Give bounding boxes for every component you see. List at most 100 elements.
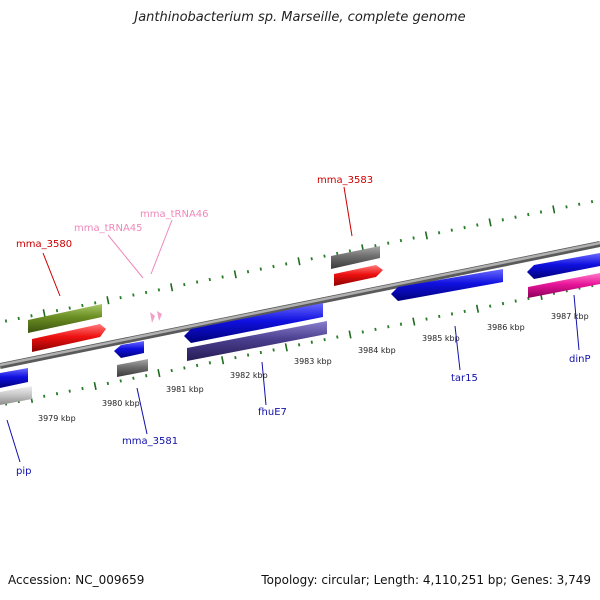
scale-label-3982: 3982 kbp	[230, 371, 268, 380]
minor-tick	[157, 288, 161, 292]
feature-pip[interactable]	[0, 386, 32, 405]
minor-tick	[578, 202, 581, 206]
feature-dinp[interactable]	[527, 253, 600, 279]
minor-tick	[183, 283, 186, 287]
label-fhue7[interactable]: fhuE7	[258, 407, 287, 418]
label-mma-trna46[interactable]: mma_tRNA46	[140, 209, 209, 220]
label-pip[interactable]: pip	[16, 466, 31, 477]
minor-tick	[450, 228, 453, 232]
scale-label-3981: 3981 kbp	[166, 385, 204, 394]
feature-mma-3583[interactable]	[334, 265, 383, 286]
minor-tick	[81, 386, 84, 391]
major-tick	[424, 231, 428, 240]
feature-mma-3580[interactable]	[32, 324, 106, 352]
minor-tick	[527, 212, 530, 217]
minor-tick	[387, 241, 390, 245]
label-dinp[interactable]: dinP	[569, 354, 591, 365]
feature-fhue7-blue[interactable]	[184, 303, 323, 343]
label-tar15[interactable]: tar15	[451, 373, 478, 384]
scale-labels: 3979 kbp 3980 kbp 3981 kbp 3982 kbp 3983…	[38, 312, 589, 423]
major-tick	[233, 270, 237, 279]
major-tick	[157, 369, 161, 378]
minor-tick	[68, 306, 71, 310]
label-mma-3583[interactable]: mma_3583	[317, 175, 373, 186]
minor-tick	[387, 325, 390, 329]
minor-tick	[336, 251, 339, 256]
feature-mma-3581-blue[interactable]	[114, 341, 144, 358]
minor-tick	[361, 330, 364, 334]
minor-tick	[374, 244, 377, 248]
minor-tick	[539, 210, 543, 214]
major-tick	[488, 218, 492, 227]
feature-mma-trna46[interactable]	[157, 311, 162, 321]
minor-tick	[437, 231, 441, 235]
major-tick	[42, 309, 46, 318]
minor-tick	[399, 322, 403, 326]
minor-tick	[246, 270, 250, 274]
feature-dinp-magenta[interactable]	[528, 273, 600, 298]
minor-tick	[208, 277, 211, 282]
major-tick	[412, 317, 416, 326]
scale-label-3980: 3980 kbp	[102, 399, 140, 408]
label-mma-trna45[interactable]: mma_tRNA45	[74, 223, 143, 234]
major-tick	[297, 257, 301, 266]
minor-tick	[17, 316, 20, 321]
minor-tick	[310, 340, 313, 344]
minor-tick	[501, 218, 504, 222]
minor-tick	[514, 215, 517, 219]
minor-tick	[374, 327, 377, 331]
minor-tick	[68, 389, 71, 393]
minor-tick	[501, 301, 505, 306]
label-mma-3581[interactable]: mma_3581	[122, 436, 178, 447]
minor-tick	[170, 368, 173, 373]
major-tick	[221, 356, 225, 365]
feature-mma-3583-gray[interactable]	[331, 246, 380, 269]
label-mma-3580[interactable]: mma_3580	[16, 239, 72, 250]
minor-tick	[272, 348, 275, 352]
minor-tick	[119, 296, 122, 300]
minor-tick	[195, 363, 199, 368]
minor-tick	[412, 236, 415, 240]
minor-tick	[132, 376, 135, 380]
minor-tick	[565, 205, 568, 209]
minor-tick	[285, 262, 288, 266]
minor-tick	[463, 225, 466, 230]
accession-text: Accession: NC_009659	[8, 573, 145, 587]
minor-tick	[272, 264, 275, 269]
minor-tick	[195, 280, 199, 284]
minor-tick	[4, 319, 8, 323]
minor-tick	[514, 299, 517, 303]
minor-tick	[259, 267, 262, 271]
minor-tick	[323, 338, 326, 342]
minor-tick	[119, 379, 122, 383]
scale-label-3979: 3979 kbp	[38, 414, 76, 423]
gene-labels: mma_3580 mma_tRNA45 mma_tRNA46 mma_3583 …	[16, 175, 591, 477]
minor-tick	[425, 317, 428, 321]
minor-tick	[208, 361, 212, 365]
feature-mma-trna45[interactable]	[150, 312, 155, 323]
feature-mma-3581[interactable]	[117, 359, 148, 377]
minor-tick	[43, 394, 46, 398]
scale-label-3983: 3983 kbp	[294, 357, 332, 366]
minor-tick	[336, 335, 339, 339]
minor-tick	[81, 303, 84, 308]
feature-fhue7[interactable]	[187, 321, 327, 361]
minor-tick	[450, 312, 454, 316]
major-tick	[284, 343, 288, 352]
minor-tick	[106, 381, 110, 386]
feature-mma-3580-olive[interactable]	[28, 304, 102, 333]
minor-tick	[489, 304, 492, 308]
scale-label-3984: 3984 kbp	[358, 346, 396, 355]
map-title: Janthinobacterium sp. Marseille, complet…	[134, 10, 466, 25]
feature-pip-blue[interactable]	[0, 368, 28, 388]
major-tick	[93, 381, 97, 391]
minor-tick	[55, 392, 59, 396]
minor-tick	[234, 356, 237, 360]
minor-tick	[55, 309, 59, 313]
feature-tar15[interactable]	[391, 269, 503, 301]
major-tick	[475, 304, 480, 313]
genome-summary-text: Topology: circular; Length: 4,110,251 bp…	[261, 573, 591, 587]
minor-tick	[132, 293, 135, 297]
label-leaders	[6, 186, 580, 463]
minor-tick	[144, 290, 148, 295]
